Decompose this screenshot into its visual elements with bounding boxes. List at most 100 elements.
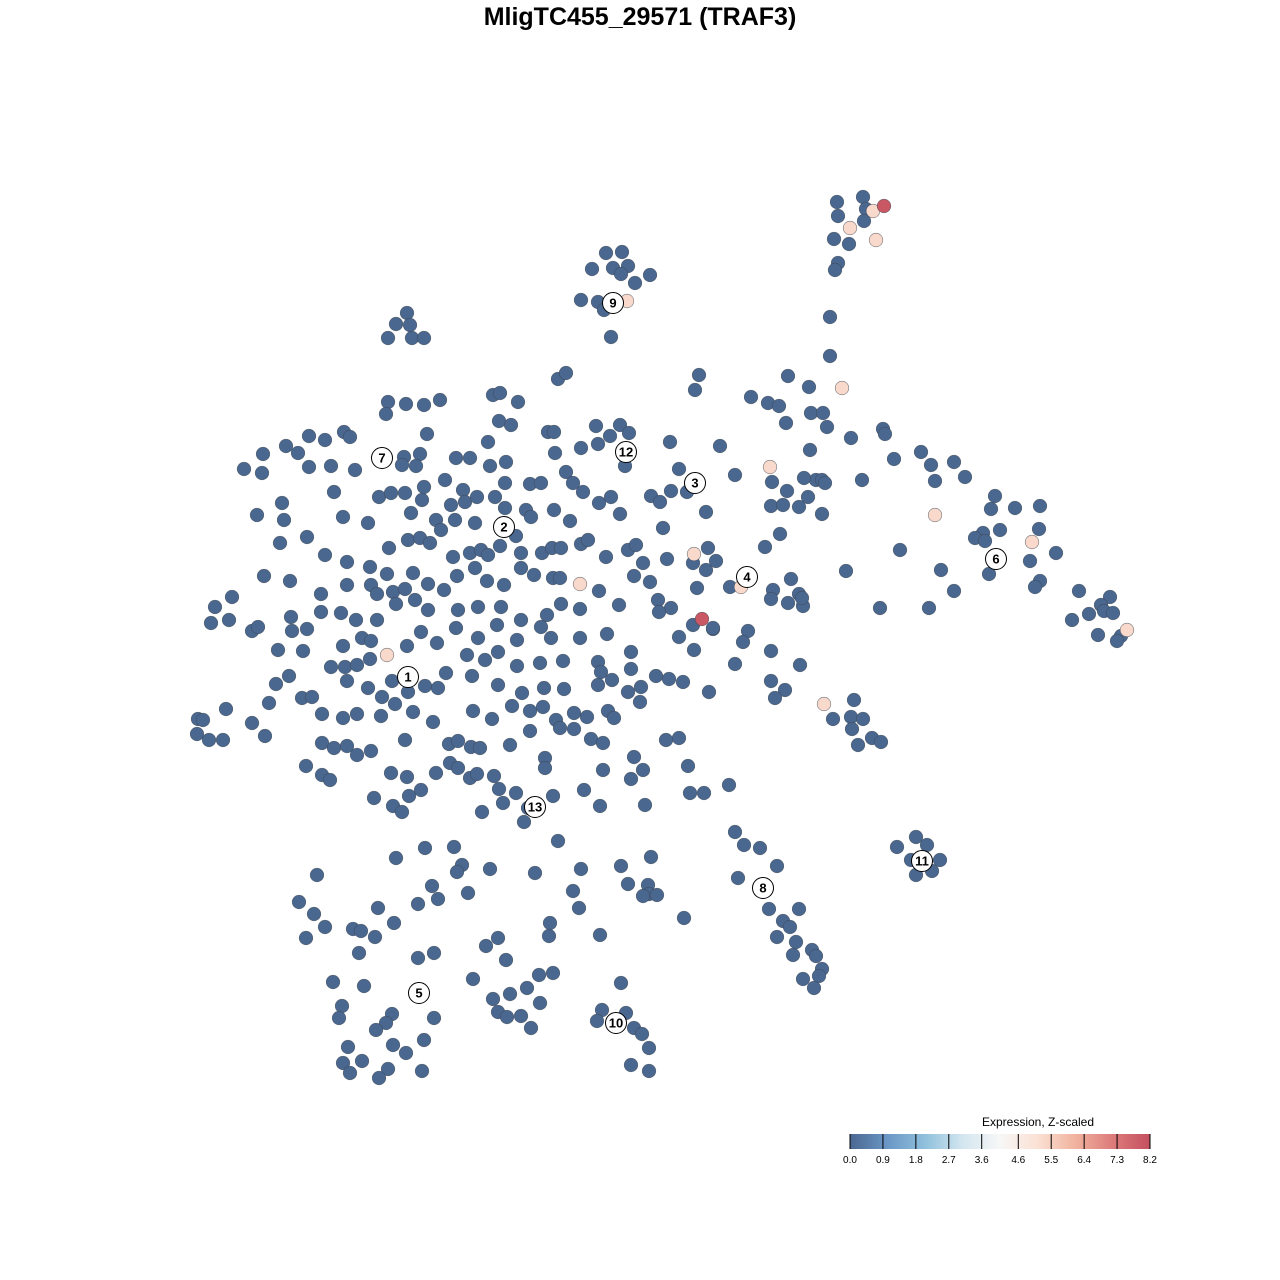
colorbar-tick-label: 8.2 bbox=[1143, 1155, 1157, 1166]
data-point bbox=[448, 620, 464, 636]
data-point bbox=[1027, 579, 1043, 595]
data-point bbox=[838, 563, 854, 579]
data-point bbox=[590, 677, 606, 693]
data-point bbox=[846, 692, 862, 708]
data-point bbox=[272, 535, 288, 551]
data-point bbox=[613, 975, 629, 991]
data-point bbox=[306, 906, 322, 922]
data-point bbox=[555, 653, 571, 669]
data-point bbox=[255, 446, 271, 462]
data-point bbox=[817, 475, 833, 491]
cluster-label-badge bbox=[493, 516, 515, 538]
data-point bbox=[353, 923, 369, 939]
data-point bbox=[598, 549, 614, 565]
data-point bbox=[335, 1055, 351, 1071]
data-point bbox=[1090, 627, 1106, 643]
data-point bbox=[1022, 553, 1038, 569]
data-point bbox=[531, 967, 547, 983]
cluster-label-4: 4 bbox=[736, 566, 758, 588]
data-point bbox=[602, 428, 618, 444]
data-point bbox=[256, 568, 272, 584]
data-point bbox=[589, 1013, 605, 1029]
data-point bbox=[290, 445, 306, 461]
data-point bbox=[842, 220, 858, 236]
cluster-label-badge bbox=[752, 877, 774, 899]
data-point bbox=[550, 833, 566, 849]
data-point bbox=[388, 316, 404, 332]
data-point bbox=[794, 590, 810, 606]
data-point bbox=[628, 537, 644, 553]
colorbar-tick-label: 1.8 bbox=[909, 1155, 923, 1166]
data-point bbox=[606, 710, 622, 726]
data-point bbox=[802, 442, 818, 458]
data-point bbox=[446, 839, 462, 855]
data-point bbox=[385, 1037, 401, 1053]
data-point bbox=[779, 483, 795, 499]
data-point bbox=[430, 680, 446, 696]
data-point bbox=[727, 656, 743, 672]
data-point bbox=[687, 382, 703, 398]
data-point bbox=[504, 698, 520, 714]
cluster-label-text: 10 bbox=[609, 1016, 623, 1031]
data-point bbox=[764, 474, 780, 490]
data-point bbox=[1032, 498, 1048, 514]
data-point bbox=[502, 737, 518, 753]
data-point bbox=[487, 489, 503, 505]
data-point bbox=[349, 706, 365, 722]
data-point bbox=[573, 292, 589, 308]
data-point bbox=[299, 529, 315, 545]
data-point bbox=[763, 498, 779, 514]
data-point bbox=[490, 930, 506, 946]
data-point bbox=[752, 840, 768, 856]
cluster-label-text: 8 bbox=[759, 881, 766, 896]
data-point bbox=[889, 839, 905, 855]
data-point bbox=[761, 901, 777, 917]
data-point bbox=[834, 380, 850, 396]
data-point bbox=[413, 624, 429, 640]
data-point bbox=[771, 398, 787, 414]
data-point bbox=[426, 1010, 442, 1026]
data-point bbox=[399, 305, 415, 321]
data-point bbox=[671, 629, 687, 645]
data-point bbox=[342, 1065, 358, 1081]
cluster-label-text: 7 bbox=[378, 451, 385, 466]
data-point bbox=[402, 317, 418, 333]
data-point bbox=[484, 711, 500, 727]
data-point bbox=[464, 668, 480, 684]
data-point bbox=[642, 267, 658, 283]
data-point bbox=[514, 685, 530, 701]
data-point bbox=[378, 1015, 394, 1031]
data-point bbox=[527, 865, 543, 881]
colorbar-tick-label: 2.7 bbox=[942, 1155, 956, 1166]
data-point bbox=[347, 462, 363, 478]
points-layer bbox=[189, 189, 1135, 1086]
data-point bbox=[250, 619, 266, 635]
data-point bbox=[414, 492, 430, 508]
data-point bbox=[379, 647, 395, 663]
data-point bbox=[394, 457, 410, 473]
colorbar-gradient bbox=[850, 1134, 1150, 1149]
data-point bbox=[447, 512, 463, 528]
cluster-label-badge bbox=[615, 441, 637, 463]
data-point bbox=[201, 732, 217, 748]
data-point bbox=[339, 673, 355, 689]
data-point bbox=[565, 475, 581, 491]
data-point bbox=[399, 638, 415, 654]
data-point bbox=[698, 562, 714, 578]
data-point bbox=[763, 591, 779, 607]
data-point bbox=[795, 971, 811, 987]
data-point bbox=[325, 974, 341, 990]
data-point bbox=[583, 731, 599, 747]
data-point bbox=[438, 665, 454, 681]
data-point bbox=[623, 771, 639, 787]
cluster-label-12: 12 bbox=[615, 441, 637, 463]
data-point bbox=[380, 394, 396, 410]
data-point bbox=[386, 915, 402, 931]
data-point bbox=[509, 632, 525, 648]
data-point bbox=[659, 551, 675, 567]
data-point bbox=[872, 600, 888, 616]
data-point bbox=[792, 657, 808, 673]
data-point bbox=[634, 1026, 650, 1042]
data-point bbox=[553, 540, 569, 556]
data-point bbox=[503, 417, 519, 433]
